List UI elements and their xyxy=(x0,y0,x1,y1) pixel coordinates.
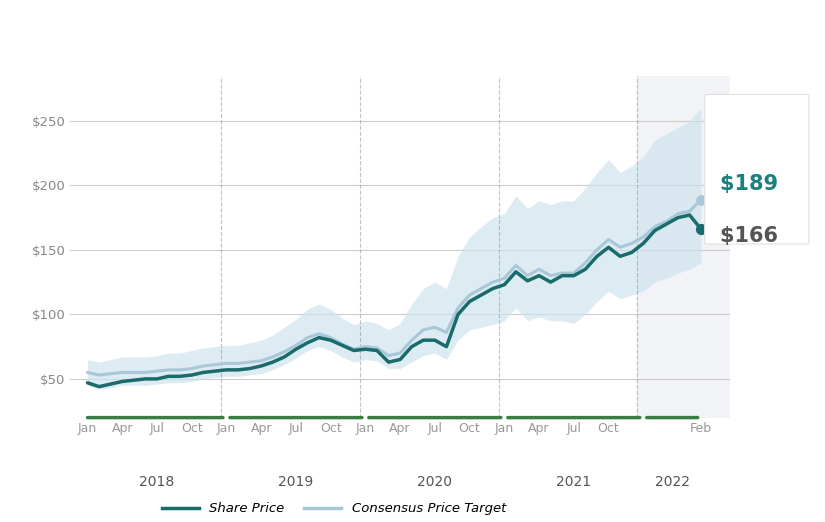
Point xyxy=(695,195,708,204)
Point xyxy=(695,225,708,233)
Text: AVERAGE SHARE PRICE AND PRICE TARGET BY MONTH: AVERAGE SHARE PRICE AND PRICE TARGET BY … xyxy=(23,20,594,40)
FancyBboxPatch shape xyxy=(705,94,808,244)
Bar xyxy=(638,76,736,418)
Text: $⁠189: $⁠189 xyxy=(719,174,778,194)
Legend: Share Price, Consensus Price Target: Share Price, Consensus Price Target xyxy=(157,497,512,520)
Text: $⁠166: $⁠166 xyxy=(719,226,778,246)
